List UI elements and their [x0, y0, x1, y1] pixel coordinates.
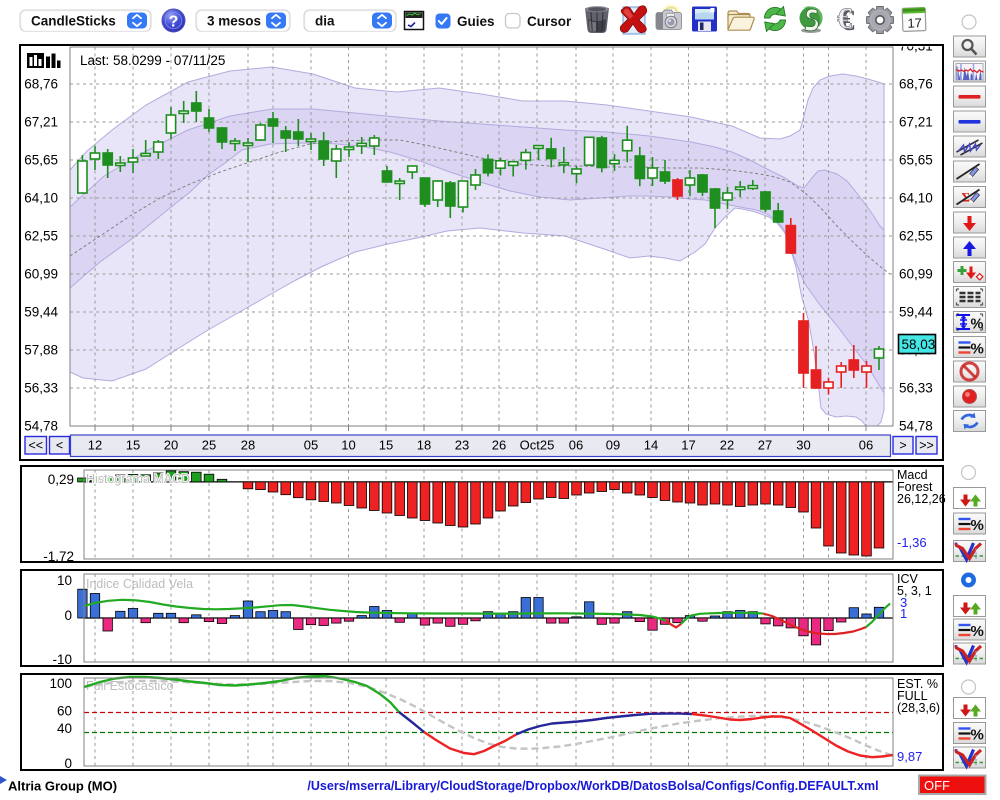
svg-text:15: 15 [379, 438, 393, 453]
svg-text:40: 40 [57, 721, 72, 736]
svg-text:<: < [56, 439, 63, 453]
svg-text:Macd: Macd [897, 468, 928, 482]
svg-text:%: % [971, 727, 984, 744]
svg-text:28: 28 [241, 438, 255, 453]
svg-text:5, 3, 1: 5, 3, 1 [897, 584, 932, 598]
svg-text:0: 0 [64, 608, 72, 623]
svg-text:%: % [971, 317, 984, 333]
svg-text:CandleSticks: CandleSticks [31, 14, 116, 29]
svg-text:20: 20 [164, 438, 178, 453]
svg-text:0,29: 0,29 [48, 472, 74, 487]
svg-text:9,87: 9,87 [897, 749, 922, 764]
svg-text:dia: dia [315, 14, 335, 29]
svg-text:68,76: 68,76 [24, 77, 58, 92]
svg-text:62,55: 62,55 [899, 229, 933, 244]
svg-text:OFF: OFF [924, 778, 950, 793]
svg-text:59,44: 59,44 [899, 305, 933, 320]
svg-text:Guies: Guies [457, 14, 495, 29]
svg-text:56,33: 56,33 [24, 381, 58, 396]
svg-text:Altria Group (MO): Altria Group (MO) [8, 779, 117, 794]
svg-text:26,12,26: 26,12,26 [897, 492, 946, 506]
svg-text:€: € [840, 4, 855, 37]
svg-text:3 mesos: 3 mesos [207, 14, 261, 29]
svg-text:64,10: 64,10 [899, 191, 933, 206]
svg-text:100: 100 [49, 676, 72, 691]
svg-text:60,99: 60,99 [24, 267, 58, 282]
svg-text:18: 18 [417, 438, 431, 453]
svg-text:22: 22 [720, 438, 734, 453]
svg-text:60: 60 [57, 704, 72, 719]
svg-text:54,78: 54,78 [24, 419, 58, 434]
svg-text:10: 10 [57, 573, 72, 588]
svg-text:25: 25 [202, 438, 216, 453]
svg-text:/Users/mserra/Library/CloudSto: /Users/mserra/Library/CloudStorage/Dropb… [307, 779, 878, 793]
svg-text:?: ? [169, 14, 179, 31]
svg-text:(28,3,6): (28,3,6) [897, 701, 940, 715]
svg-text:-1,72: -1,72 [43, 549, 74, 564]
svg-text:09: 09 [606, 438, 620, 453]
svg-text:-1,36: -1,36 [897, 535, 927, 550]
svg-text:Histograma MACD: Histograma MACD [86, 472, 190, 486]
svg-text:%: % [971, 341, 984, 358]
svg-text:>: > [899, 439, 906, 453]
svg-text:<<: << [28, 439, 43, 453]
svg-text:14: 14 [644, 438, 658, 453]
svg-text:Forest: Forest [897, 480, 933, 494]
svg-text:Oct25: Oct25 [520, 438, 555, 453]
svg-text:67,21: 67,21 [899, 115, 933, 130]
svg-text:15: 15 [126, 438, 140, 453]
svg-text:Indice Calidad Vela: Indice Calidad Vela [86, 577, 193, 591]
svg-text:12: 12 [88, 438, 102, 453]
svg-text:27: 27 [758, 438, 772, 453]
svg-text:EST. %: EST. % [897, 677, 938, 691]
svg-text:17: 17 [681, 438, 695, 453]
svg-text:57,88: 57,88 [24, 343, 58, 358]
svg-text:Σ: Σ [962, 190, 971, 205]
svg-text:26: 26 [492, 438, 506, 453]
svg-text:%: % [971, 517, 984, 534]
svg-text:%: % [971, 623, 984, 640]
svg-text:62,55: 62,55 [24, 229, 58, 244]
svg-text:05: 05 [304, 438, 318, 453]
svg-text:3: 3 [900, 595, 907, 610]
svg-text:67,21: 67,21 [24, 115, 58, 130]
svg-text:1: 1 [900, 606, 907, 621]
svg-text:30: 30 [796, 438, 810, 453]
svg-text:64,10: 64,10 [24, 191, 58, 206]
svg-text:68,76: 68,76 [899, 77, 933, 92]
svg-text:58,03: 58,03 [902, 337, 936, 352]
svg-text:Last: 58.0299 - 07/11/25: Last: 58.0299 - 07/11/25 [80, 53, 225, 68]
svg-text:23: 23 [455, 438, 469, 453]
svg-text:60,99: 60,99 [899, 267, 933, 282]
svg-text:65,65: 65,65 [24, 153, 58, 168]
svg-text:10: 10 [341, 438, 355, 453]
svg-text:€: € [837, 2, 852, 35]
svg-text:17: 17 [907, 15, 922, 30]
svg-text:-10: -10 [52, 652, 72, 667]
svg-text:56,33: 56,33 [899, 381, 933, 396]
svg-text:ICV: ICV [897, 572, 919, 586]
svg-text:70,31: 70,31 [899, 39, 933, 54]
svg-text:54,78: 54,78 [899, 419, 933, 434]
svg-text:0: 0 [64, 756, 72, 771]
svg-text:Cursor: Cursor [527, 14, 572, 29]
svg-text:59,44: 59,44 [24, 305, 58, 320]
svg-text:65,65: 65,65 [899, 153, 933, 168]
svg-text:06: 06 [859, 438, 873, 453]
svg-text:06: 06 [569, 438, 583, 453]
svg-text:FULL: FULL [897, 689, 928, 703]
svg-text:>>: >> [919, 439, 934, 453]
